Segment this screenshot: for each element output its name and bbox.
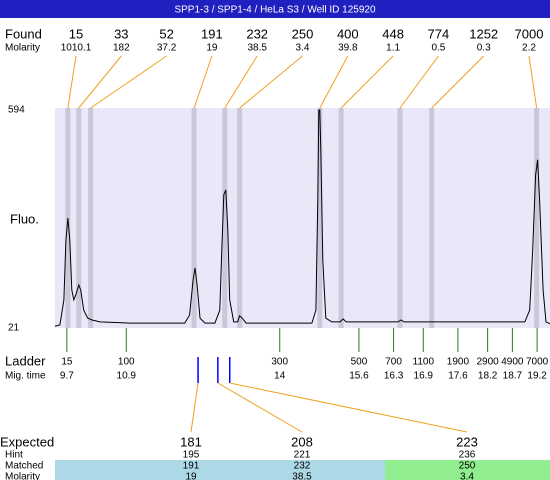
- found-size: 448: [382, 26, 404, 41]
- peak-connector: [340, 55, 394, 109]
- matched-cell: [385, 460, 550, 480]
- ladder-size: 15: [61, 357, 73, 368]
- ladder-size: 7000: [526, 357, 549, 368]
- found-molarity: 38.5: [247, 43, 267, 54]
- found-size: 33: [114, 26, 128, 41]
- expected-size: 223: [456, 434, 478, 449]
- found-molarity: 3.4: [296, 43, 310, 54]
- peak-connector: [431, 55, 485, 109]
- hint-size: 221: [294, 450, 311, 461]
- ladder-time: 14: [274, 371, 286, 382]
- ladder-time: 16.9: [414, 371, 434, 382]
- peak-band: [222, 108, 228, 328]
- found-molarity: 37.2: [157, 43, 177, 54]
- hint-label: Hint: [5, 450, 23, 461]
- ladder-size: 500: [351, 357, 368, 368]
- found-size: 400: [337, 26, 359, 41]
- molarity-label: Molarity: [5, 43, 40, 54]
- ladder-size: 4900: [501, 357, 524, 368]
- mig-label: Mig. time: [5, 371, 46, 382]
- found-molarity: 2.2: [522, 43, 536, 54]
- fluo-label: Fluo.: [10, 211, 39, 226]
- matched-molarity: 3.4: [460, 472, 474, 480]
- peak-connector: [67, 55, 77, 109]
- expected-size: 208: [291, 434, 313, 449]
- hint-size: 195: [183, 450, 200, 461]
- ladder-size: 300: [271, 357, 288, 368]
- found-molarity: 182: [113, 43, 130, 54]
- peak-band: [191, 108, 197, 328]
- ladder-time: 15.6: [349, 371, 369, 382]
- ladder-size: 1900: [447, 357, 470, 368]
- peak-connector: [193, 55, 213, 109]
- y-tick-label: 21: [8, 323, 20, 334]
- peak-band: [338, 108, 344, 328]
- found-molarity: 19: [206, 43, 218, 54]
- found-molarity: 39.8: [338, 43, 358, 54]
- expected-label: Expected: [0, 434, 54, 449]
- hint-size: 236: [459, 450, 476, 461]
- ladder-size: 700: [385, 357, 402, 368]
- y-tick-label: 594: [8, 105, 25, 116]
- peak-band: [237, 108, 243, 328]
- ladder-time: 19.2: [527, 371, 547, 382]
- found-molarity: 0.3: [477, 43, 491, 54]
- matched-size: 232: [294, 461, 311, 472]
- ladder-time: 16.3: [384, 371, 404, 382]
- expected-connector: [190, 382, 199, 433]
- title-bar: [0, 0, 550, 18]
- ladder-size: 100: [118, 357, 135, 368]
- matched-size: 191: [183, 461, 200, 472]
- found-size: 232: [246, 26, 268, 41]
- matched-cell: [55, 460, 220, 480]
- peak-band: [397, 108, 403, 328]
- found-size: 15: [69, 26, 83, 41]
- matched-cell: [220, 460, 385, 480]
- found-molarity: 1.1: [386, 43, 400, 54]
- found-size: 7000: [515, 26, 544, 41]
- peak-connector: [239, 55, 303, 109]
- matched-size: 250: [459, 461, 476, 472]
- peak-band: [429, 108, 435, 328]
- expected-connector: [229, 382, 468, 433]
- matched-label: Matched: [5, 461, 43, 472]
- ladder-size: 2900: [477, 357, 500, 368]
- peak-connector: [399, 55, 439, 109]
- peak-band: [317, 108, 323, 328]
- peak-connector: [224, 55, 258, 109]
- expected-size: 181: [180, 434, 202, 449]
- ladder-time: 18.7: [503, 371, 523, 382]
- found-size: 250: [292, 26, 314, 41]
- peak-band: [76, 108, 82, 328]
- ladder-label: Ladder: [5, 353, 46, 368]
- plot-area: [55, 108, 550, 328]
- ladder-time: 17.6: [448, 371, 468, 382]
- peak-connector: [528, 55, 538, 109]
- expected-connector: [217, 382, 303, 433]
- found-molarity: 0.5: [431, 43, 445, 54]
- found-size: 191: [201, 26, 223, 41]
- ladder-time: 10.9: [117, 371, 137, 382]
- ladder-size: 1100: [413, 357, 435, 368]
- peak-connector: [90, 55, 167, 109]
- peak-connector: [319, 55, 349, 109]
- peak-connector: [78, 55, 122, 109]
- exp-molarity-label: Molarity: [5, 472, 40, 480]
- matched-molarity: 19: [185, 472, 197, 480]
- ladder-time: 9.7: [60, 371, 74, 382]
- found-label: Found: [5, 26, 42, 41]
- found-size: 774: [428, 26, 450, 41]
- found-size: 1252: [469, 26, 498, 41]
- peak-band: [534, 108, 540, 328]
- found-size: 52: [159, 26, 173, 41]
- peak-band: [88, 108, 94, 328]
- matched-molarity: 38.5: [292, 472, 312, 480]
- title: SPP1-3 / SPP1-4 / HeLa S3 / Well ID 1259…: [174, 5, 375, 16]
- trace: [54, 109, 550, 327]
- ladder-time: 18.2: [478, 371, 498, 382]
- found-molarity: 1010.1: [61, 43, 92, 54]
